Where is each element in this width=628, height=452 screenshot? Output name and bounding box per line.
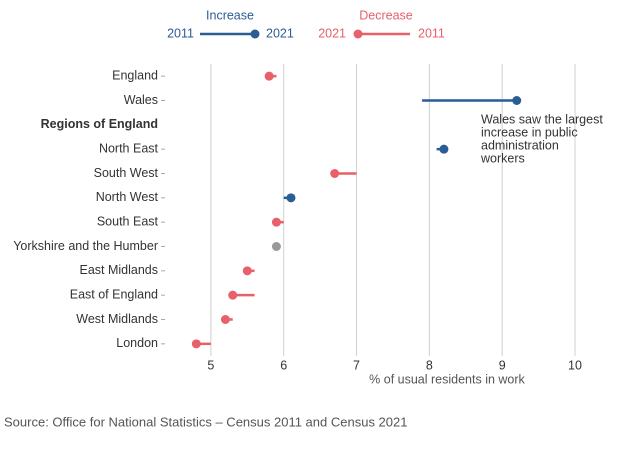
- dot-2021: [242, 266, 252, 276]
- y-tick-label: North West: [96, 190, 159, 204]
- y-tick-label: Regions of England: [41, 117, 158, 131]
- y-tick-label: South East: [97, 214, 159, 228]
- dot-2021: [286, 193, 296, 203]
- legend-dot: [250, 29, 260, 39]
- dot-2021: [228, 290, 238, 300]
- y-tick-label: Wales: [124, 93, 158, 107]
- y-tick-label: West Midlands: [76, 312, 158, 326]
- x-tick-label: 8: [426, 358, 433, 372]
- legend-dot: [353, 29, 363, 39]
- legend-year: 2011: [167, 26, 194, 40]
- dot-2021: [220, 315, 230, 324]
- dot-2021: [512, 96, 522, 105]
- dot-2021: [271, 217, 281, 227]
- legend-year: 2011: [418, 26, 445, 40]
- x-tick-label: 6: [280, 358, 287, 372]
- x-tick-label: 5: [207, 358, 214, 372]
- legend-year: 2021: [318, 26, 346, 40]
- y-tick-label: Yorkshire and the Humber: [13, 239, 158, 253]
- x-tick-label: 10: [568, 358, 582, 372]
- y-tick-label: North East: [99, 141, 159, 155]
- x-tick-label: 9: [499, 358, 506, 372]
- y-tick-label: South West: [94, 166, 159, 180]
- dot-2021: [271, 242, 281, 251]
- annotation: Wales saw the largest: [481, 112, 603, 126]
- y-tick-label: England: [112, 68, 158, 82]
- annotation: administration: [481, 138, 559, 152]
- x-axis-label: % of usual residents in work: [369, 372, 525, 386]
- annotation: increase in public: [481, 125, 578, 139]
- legend-decrease: Decrease: [359, 8, 413, 22]
- source: Source: Office for National Statistics –…: [4, 414, 407, 429]
- x-tick-label: 7: [353, 358, 360, 372]
- dot-2021: [330, 169, 340, 178]
- annotation: workers: [480, 151, 525, 165]
- legend-year: 2021: [266, 26, 294, 40]
- y-tick-label: East of England: [70, 287, 158, 301]
- y-tick-label: East Midlands: [79, 263, 158, 277]
- dot-2021: [264, 71, 274, 81]
- dot-2021: [191, 339, 201, 349]
- dot-2021: [439, 144, 449, 154]
- y-tick-label: London: [116, 336, 158, 350]
- legend-increase: Increase: [206, 8, 254, 22]
